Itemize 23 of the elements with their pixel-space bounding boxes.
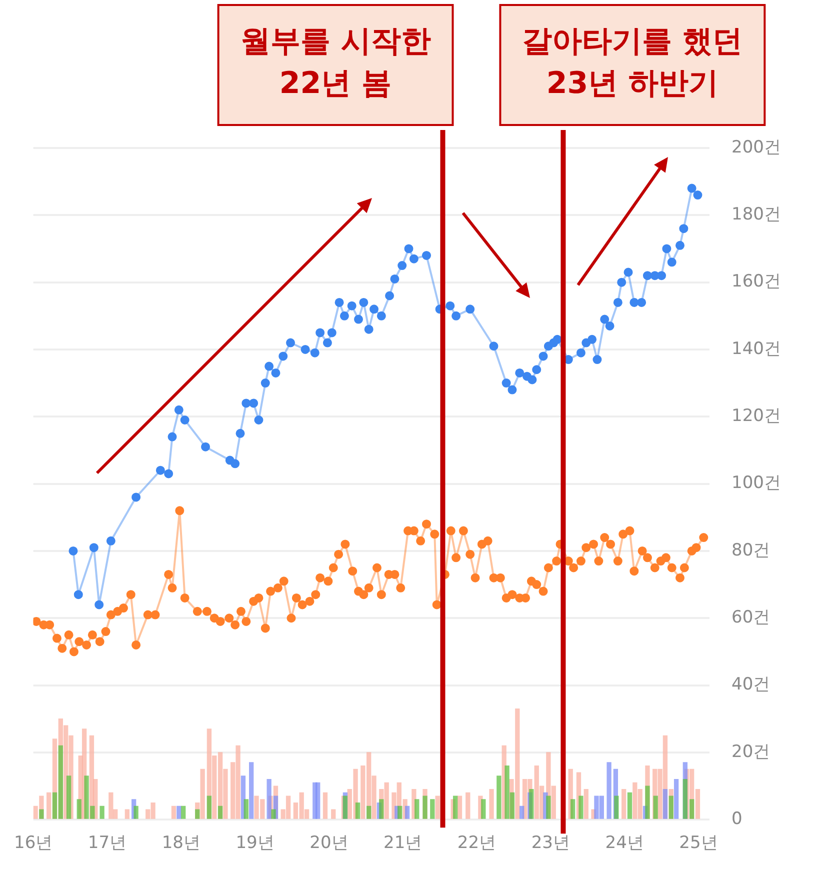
y-tick-label: 80건 (732, 540, 770, 560)
y-tick-label: 200건 (732, 137, 782, 158)
y-tick-label: 120건 (732, 406, 782, 426)
x-tick-label: 19년 (236, 833, 274, 854)
x-tick-label: 24년 (605, 833, 644, 854)
y-tick-label: 20건 (732, 742, 770, 762)
x-tick-label: 18년 (162, 833, 200, 854)
x-tick-label: 25년 (679, 833, 718, 854)
x-tick-label: 23년 (531, 833, 570, 854)
x-tick-label: 20년 (310, 833, 348, 854)
y-tick-label: 40건 (732, 674, 770, 695)
x-tick-label: 16년 (14, 833, 53, 854)
y-tick-label: 140건 (732, 338, 782, 359)
ref-line-label: 갈아타기를 했던 23년 하반기 (522, 24, 743, 101)
y-tick-label: 160건 (732, 272, 782, 292)
x-tick-label: 17년 (88, 833, 127, 854)
y-tick-label: 180건 (732, 204, 782, 225)
x-tick-label: 21년 (384, 833, 422, 854)
y-tick-label: 100건 (732, 473, 782, 494)
ref-line-label: 월부를 시작한 22년 봄 (240, 24, 431, 101)
y-tick-label: 60건 (732, 608, 770, 628)
y-tick-label: 0 (732, 809, 742, 830)
x-tick-label: 22년 (457, 833, 496, 854)
